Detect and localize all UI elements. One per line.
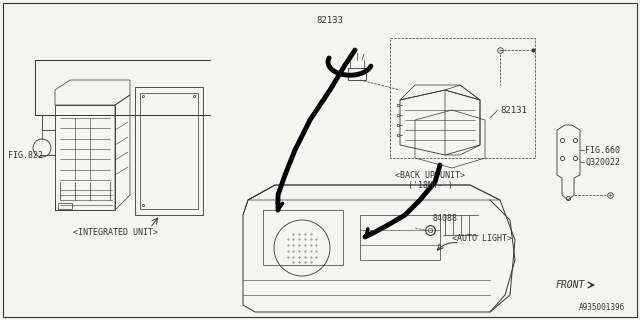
Text: FIG.822: FIG.822 — [8, 150, 43, 159]
Text: A935001396: A935001396 — [579, 303, 625, 313]
Text: <BACK UP UNIT>: <BACK UP UNIT> — [395, 171, 465, 180]
Bar — [58, 203, 72, 209]
Text: ('18MY- ): ('18MY- ) — [408, 180, 452, 189]
Bar — [360, 215, 440, 260]
Bar — [390, 38, 535, 158]
Text: 84088: 84088 — [432, 213, 457, 222]
Bar — [263, 210, 343, 265]
Text: <INTEGRATED UNIT>: <INTEGRATED UNIT> — [72, 228, 157, 236]
Text: FRONT: FRONT — [556, 280, 586, 290]
Bar — [348, 68, 366, 80]
Text: 82133: 82133 — [317, 15, 344, 25]
Text: 82131: 82131 — [500, 106, 527, 115]
Bar — [135, 87, 203, 215]
Text: FIG.660: FIG.660 — [585, 146, 620, 155]
Bar — [140, 93, 198, 209]
Text: Q320022: Q320022 — [585, 157, 620, 166]
Text: <AUTO LIGHT>: <AUTO LIGHT> — [452, 234, 512, 243]
